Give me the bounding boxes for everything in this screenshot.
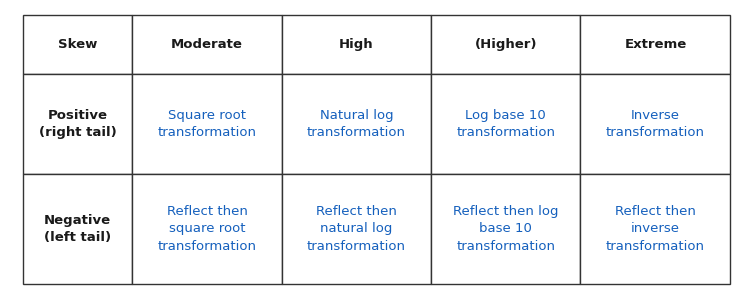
Text: Square root
transformation: Square root transformation	[157, 109, 257, 139]
Text: Reflect then
natural log
transformation: Reflect then natural log transformation	[306, 205, 406, 253]
Text: Extreme: Extreme	[624, 38, 687, 51]
Bar	[282, 15, 431, 74]
Bar	[431, 15, 581, 74]
Bar	[23, 174, 133, 284]
Bar	[581, 74, 730, 174]
Text: Reflect then
inverse
transformation: Reflect then inverse transformation	[606, 205, 705, 253]
Text: Natural log
transformation: Natural log transformation	[306, 109, 406, 139]
Bar	[581, 15, 730, 74]
Bar	[133, 15, 282, 74]
Text: Negative
(left tail): Negative (left tail)	[44, 214, 111, 244]
Bar	[133, 174, 282, 284]
Text: Positive
(right tail): Positive (right tail)	[38, 109, 116, 139]
Text: (Higher): (Higher)	[474, 38, 537, 51]
Bar	[431, 174, 581, 284]
Bar	[23, 74, 133, 174]
Text: Reflect then log
base 10
transformation: Reflect then log base 10 transformation	[453, 205, 559, 253]
Bar	[581, 174, 730, 284]
Bar	[431, 74, 581, 174]
Bar	[282, 74, 431, 174]
Text: High: High	[339, 38, 373, 51]
Text: Reflect then
square root
transformation: Reflect then square root transformation	[157, 205, 257, 253]
Bar	[23, 15, 133, 74]
Bar	[133, 74, 282, 174]
Text: Moderate: Moderate	[171, 38, 243, 51]
Text: Skew: Skew	[58, 38, 97, 51]
Bar	[282, 174, 431, 284]
Text: Inverse
transformation: Inverse transformation	[606, 109, 705, 139]
Text: Log base 10
transformation: Log base 10 transformation	[456, 109, 555, 139]
